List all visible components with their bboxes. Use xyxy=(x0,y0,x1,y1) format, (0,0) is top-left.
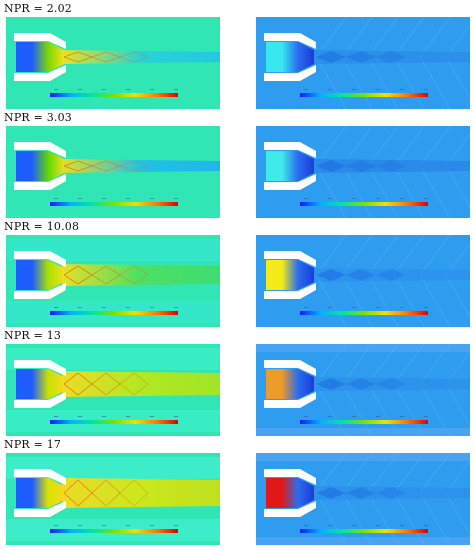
colorbar xyxy=(300,202,428,206)
colorbar xyxy=(300,529,428,533)
mach-contour-panel xyxy=(6,17,220,109)
npr-label-2: NPR = 3.03 xyxy=(4,111,73,124)
colorbar xyxy=(50,529,178,533)
colorbar xyxy=(50,202,178,206)
colorbar xyxy=(300,311,428,315)
mach-contour-panel xyxy=(6,453,220,545)
pressure-contour-panel xyxy=(256,344,470,436)
colorbar xyxy=(50,93,178,97)
mach-contour-panel xyxy=(6,126,220,218)
npr-label-4: NPR = 13 xyxy=(4,329,62,342)
mach-contour-panel xyxy=(6,344,220,436)
pressure-contour-panel xyxy=(256,126,470,218)
npr-label-3: NPR = 10.08 xyxy=(4,220,80,233)
pressure-contour-panel xyxy=(256,235,470,327)
npr-label-1: NPR = 2.02 xyxy=(4,2,73,15)
mach-contour-panel xyxy=(6,235,220,327)
colorbar xyxy=(50,420,178,424)
npr-label-5: NPR = 17 xyxy=(4,438,62,451)
colorbar xyxy=(300,420,428,424)
colorbar xyxy=(50,311,178,315)
pressure-contour-panel xyxy=(256,17,470,109)
pressure-contour-panel xyxy=(256,453,470,545)
colorbar xyxy=(300,93,428,97)
